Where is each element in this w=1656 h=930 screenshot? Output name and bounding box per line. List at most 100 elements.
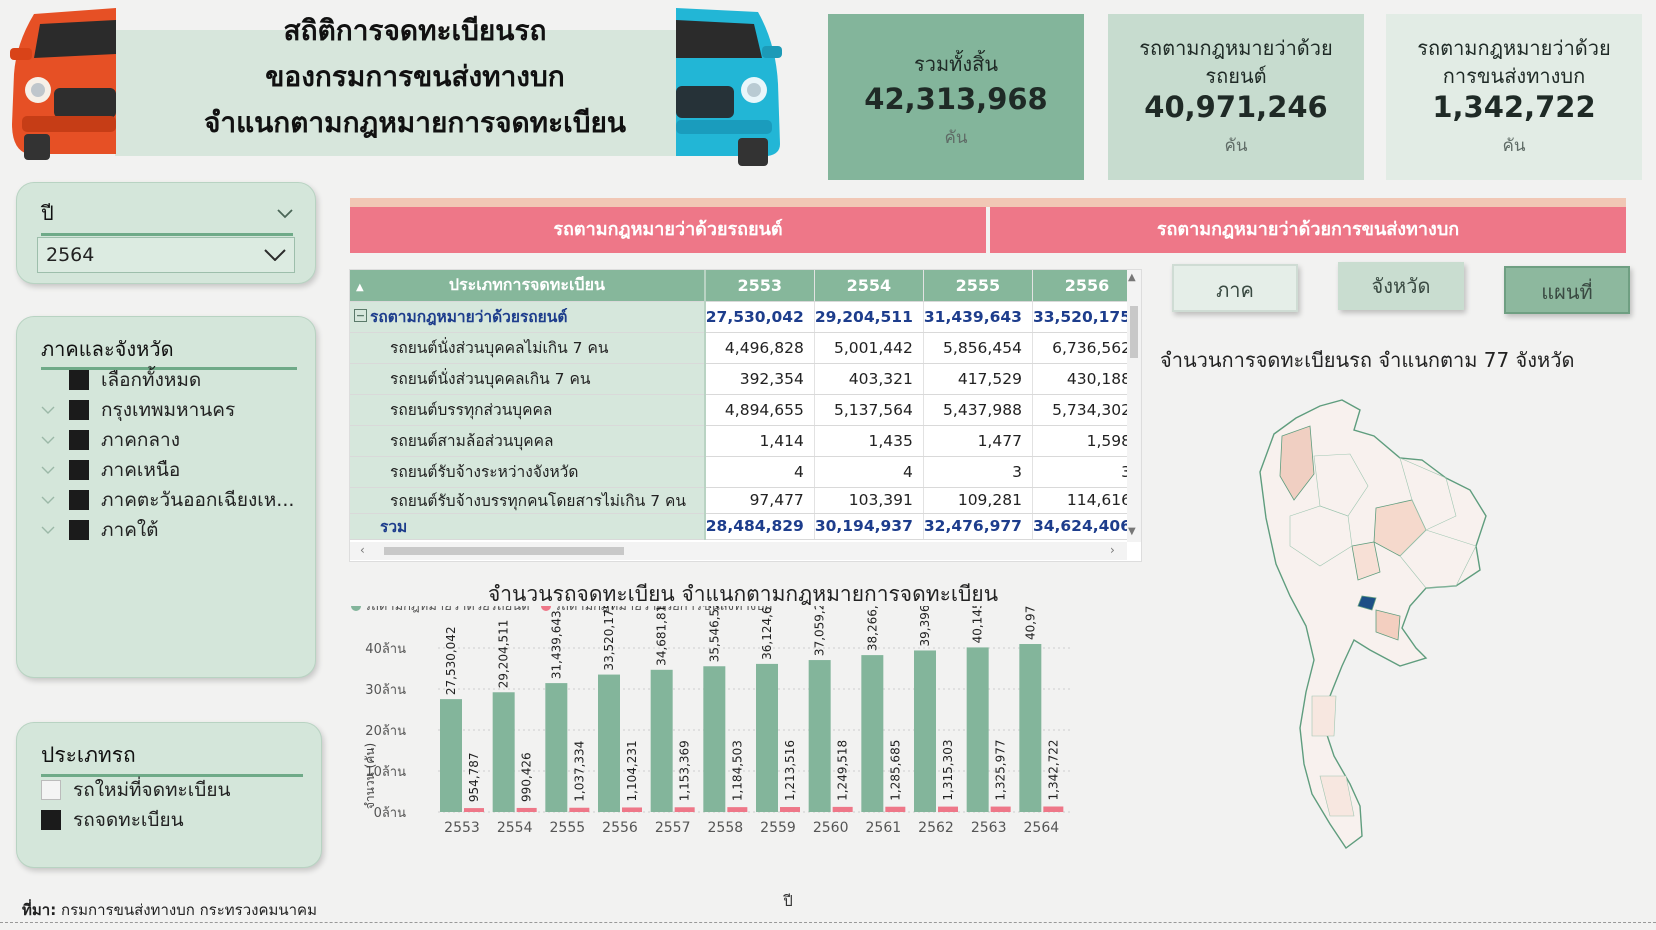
region-slicer: ภาคและจังหวัด เลือกทั้งหมด กรุงเทพมหานคร… — [16, 316, 316, 678]
checkbox-icon[interactable] — [41, 780, 61, 800]
matrix-cell: 1,414 — [704, 425, 815, 457]
kpi-transport-value: 1,342,722 — [1432, 90, 1596, 124]
bar-land-transport-act — [464, 808, 484, 812]
expand-chevron-icon[interactable] — [41, 402, 69, 418]
legend-marker — [541, 606, 551, 611]
matrix-cell: 4,496,828 — [704, 332, 815, 364]
matrix-year-header[interactable]: 2555 — [922, 270, 1033, 302]
vehicle-type-slicer: ประเภทรถ รถใหม่ที่จดทะเบียน รถจดทะเบียน — [16, 722, 322, 868]
view-button-map[interactable]: แผนที่ — [1504, 266, 1630, 314]
scroll-right-icon[interactable]: › — [1110, 543, 1115, 557]
map-province-bangkok[interactable] — [1357, 595, 1377, 611]
matrix-group-row: − รถตามกฎหมายว่าด้วยรถยนต์ 27,530,042 29… — [350, 301, 1141, 333]
matrix-cell: 430,188 — [1031, 363, 1141, 395]
matrix-group-label[interactable]: − รถตามกฎหมายว่าด้วยรถยนต์ — [350, 301, 706, 333]
region-item-select-all[interactable]: เลือกทั้งหมด — [41, 365, 311, 395]
map-province-border — [1289, 505, 1353, 567]
kpi-transport-label-2: การขนส่งทางบก — [1442, 64, 1586, 88]
checkbox-icon[interactable] — [69, 430, 89, 450]
kpi-total-value: 42,313,968 — [864, 82, 1048, 116]
matrix-cell: 1,598 — [1031, 425, 1141, 457]
map-province-south[interactable] — [1311, 695, 1355, 817]
bar-land-transport-act — [938, 806, 958, 812]
matrix-header-label[interactable]: ▲ ประเภทการจดทะเบียน — [350, 270, 706, 302]
data-label: 36,124,623 — [760, 606, 774, 660]
region-slicer-rule — [41, 367, 297, 370]
year-slicer-label: ปี — [41, 201, 54, 225]
matrix-cell: 29,204,511 — [813, 301, 924, 333]
matrix-year-header[interactable]: 2556 — [1031, 270, 1141, 302]
kpi-motor-value: 40,971,246 — [1144, 90, 1328, 124]
year-dropdown[interactable]: 2564 — [37, 237, 295, 273]
data-label: 40,145,368 — [971, 606, 985, 643]
checkbox-icon[interactable] — [69, 490, 89, 510]
type-item-registered[interactable]: รถจดทะเบียน — [41, 805, 311, 835]
vscroll-thumb[interactable] — [1130, 306, 1138, 358]
checkbox-icon[interactable] — [69, 520, 89, 540]
matrix-year-header[interactable]: 2553 — [704, 270, 815, 302]
title-line-2: ของกรมการขนส่งทางบก — [265, 60, 565, 93]
matrix-hscrollbar[interactable]: ‹ › — [350, 542, 1127, 560]
bar-motor-vehicle-act — [545, 683, 568, 812]
expand-chevron-icon[interactable] — [41, 462, 69, 478]
bar-motor-vehicle-act — [1019, 644, 1042, 812]
map-province-chonburi[interactable] — [1375, 609, 1401, 641]
tab-motor-vehicle-act[interactable]: รถตามกฎหมายว่าด้วยรถยนต์ — [350, 207, 986, 253]
map-province-border — [1313, 453, 1369, 517]
checkbox-icon[interactable] — [69, 370, 89, 390]
matrix-cell: 1,477 — [922, 425, 1033, 457]
bar-motor-vehicle-act — [861, 655, 884, 812]
matrix-cell: 33,520,175 — [1031, 301, 1141, 333]
matrix-table: ▲ ประเภทการจดทะเบียน 2553 2554 2555 2556… — [350, 270, 1141, 540]
scroll-down-icon[interactable]: ▼ — [1128, 526, 1136, 537]
collapse-icon[interactable]: − — [354, 308, 367, 322]
region-slicer-label: ภาคและจังหวัด — [41, 337, 174, 361]
region-item-northeast[interactable]: ภาคตะวันออกเฉียงเห... — [41, 485, 311, 515]
x-tick-label: 2560 — [813, 820, 849, 836]
map-province-border — [1399, 529, 1477, 589]
checkbox-icon[interactable] — [69, 400, 89, 420]
data-label: 1,285,685 — [888, 740, 902, 801]
view-button-region[interactable]: ภาค — [1172, 264, 1298, 312]
region-item-bangkok[interactable]: กรุงเทพมหานคร — [41, 395, 311, 425]
map-province-chiangmai[interactable] — [1279, 425, 1315, 501]
checkbox-icon[interactable] — [69, 460, 89, 480]
region-item-north[interactable]: ภาคเหนือ — [41, 455, 311, 485]
matrix-cell: 30,194,937 — [813, 513, 924, 540]
matrix-cell: 31,439,643 — [922, 301, 1033, 333]
sort-arrow-icon[interactable]: ▲ — [356, 282, 364, 293]
chart-title: จำนวนรถจดทะเบียน จำแนกตามกฎหมายการจดทะเบ… — [487, 582, 999, 606]
chevron-down-icon[interactable] — [277, 204, 293, 223]
expand-chevron-icon[interactable] — [41, 492, 69, 508]
region-item-central[interactable]: ภาคกลาง — [41, 425, 311, 455]
x-tick-label: 2556 — [602, 820, 638, 836]
tab-land-transport-act[interactable]: รถตามกฎหมายว่าด้วยการขนส่งทางบก — [990, 207, 1626, 253]
expand-chevron-icon[interactable] — [41, 522, 69, 538]
checkbox-icon[interactable] — [41, 810, 61, 830]
type-item-label: รถจดทะเบียน — [73, 809, 184, 831]
bar-land-transport-act — [622, 807, 642, 812]
x-tick-label: 2562 — [918, 820, 954, 836]
matrix-row: รถยนต์นั่งส่วนบุคคลไม่เกิน 7 คน 4,496,82… — [350, 332, 1141, 364]
scroll-left-icon[interactable]: ‹ — [360, 543, 365, 557]
map-province-central[interactable] — [1351, 541, 1381, 581]
scroll-up-icon[interactable]: ▲ — [1128, 272, 1136, 283]
type-item-new[interactable]: รถใหม่ที่จดทะเบียน — [41, 775, 311, 805]
source-text: กรมการขนส่งทางบก กระทรวงคมนาคม — [60, 901, 317, 919]
view-button-province[interactable]: จังหวัด — [1338, 262, 1464, 310]
thailand-province-map[interactable] — [1250, 396, 1530, 880]
chart-y-ticks: 0ล้าน 10ล้าน 20ล้าน 30ล้าน 40ล้าน — [365, 642, 406, 821]
matrix-cell: 32,476,977 — [922, 513, 1033, 540]
blue-car-icon — [676, 4, 784, 168]
matrix-vscrollbar[interactable]: ▲ ▼ — [1127, 270, 1141, 542]
registration-matrix: ▲ ประเภทการจดทะเบียน 2553 2554 2555 2556… — [349, 269, 1142, 562]
region-item-south[interactable]: ภาคใต้ — [41, 515, 311, 545]
bar-motor-vehicle-act — [492, 692, 515, 812]
matrix-cell: 392,354 — [704, 363, 815, 395]
matrix-cell: 5,437,988 — [922, 394, 1033, 426]
legend-label: รถตามกฎหมายว่าด้วยการขนส่งทางบก — [554, 606, 772, 614]
matrix-year-header[interactable]: 2554 — [813, 270, 924, 302]
expand-chevron-icon[interactable] — [41, 432, 69, 448]
hscroll-thumb[interactable] — [384, 547, 624, 555]
type-item-label: รถใหม่ที่จดทะเบียน — [73, 779, 231, 801]
